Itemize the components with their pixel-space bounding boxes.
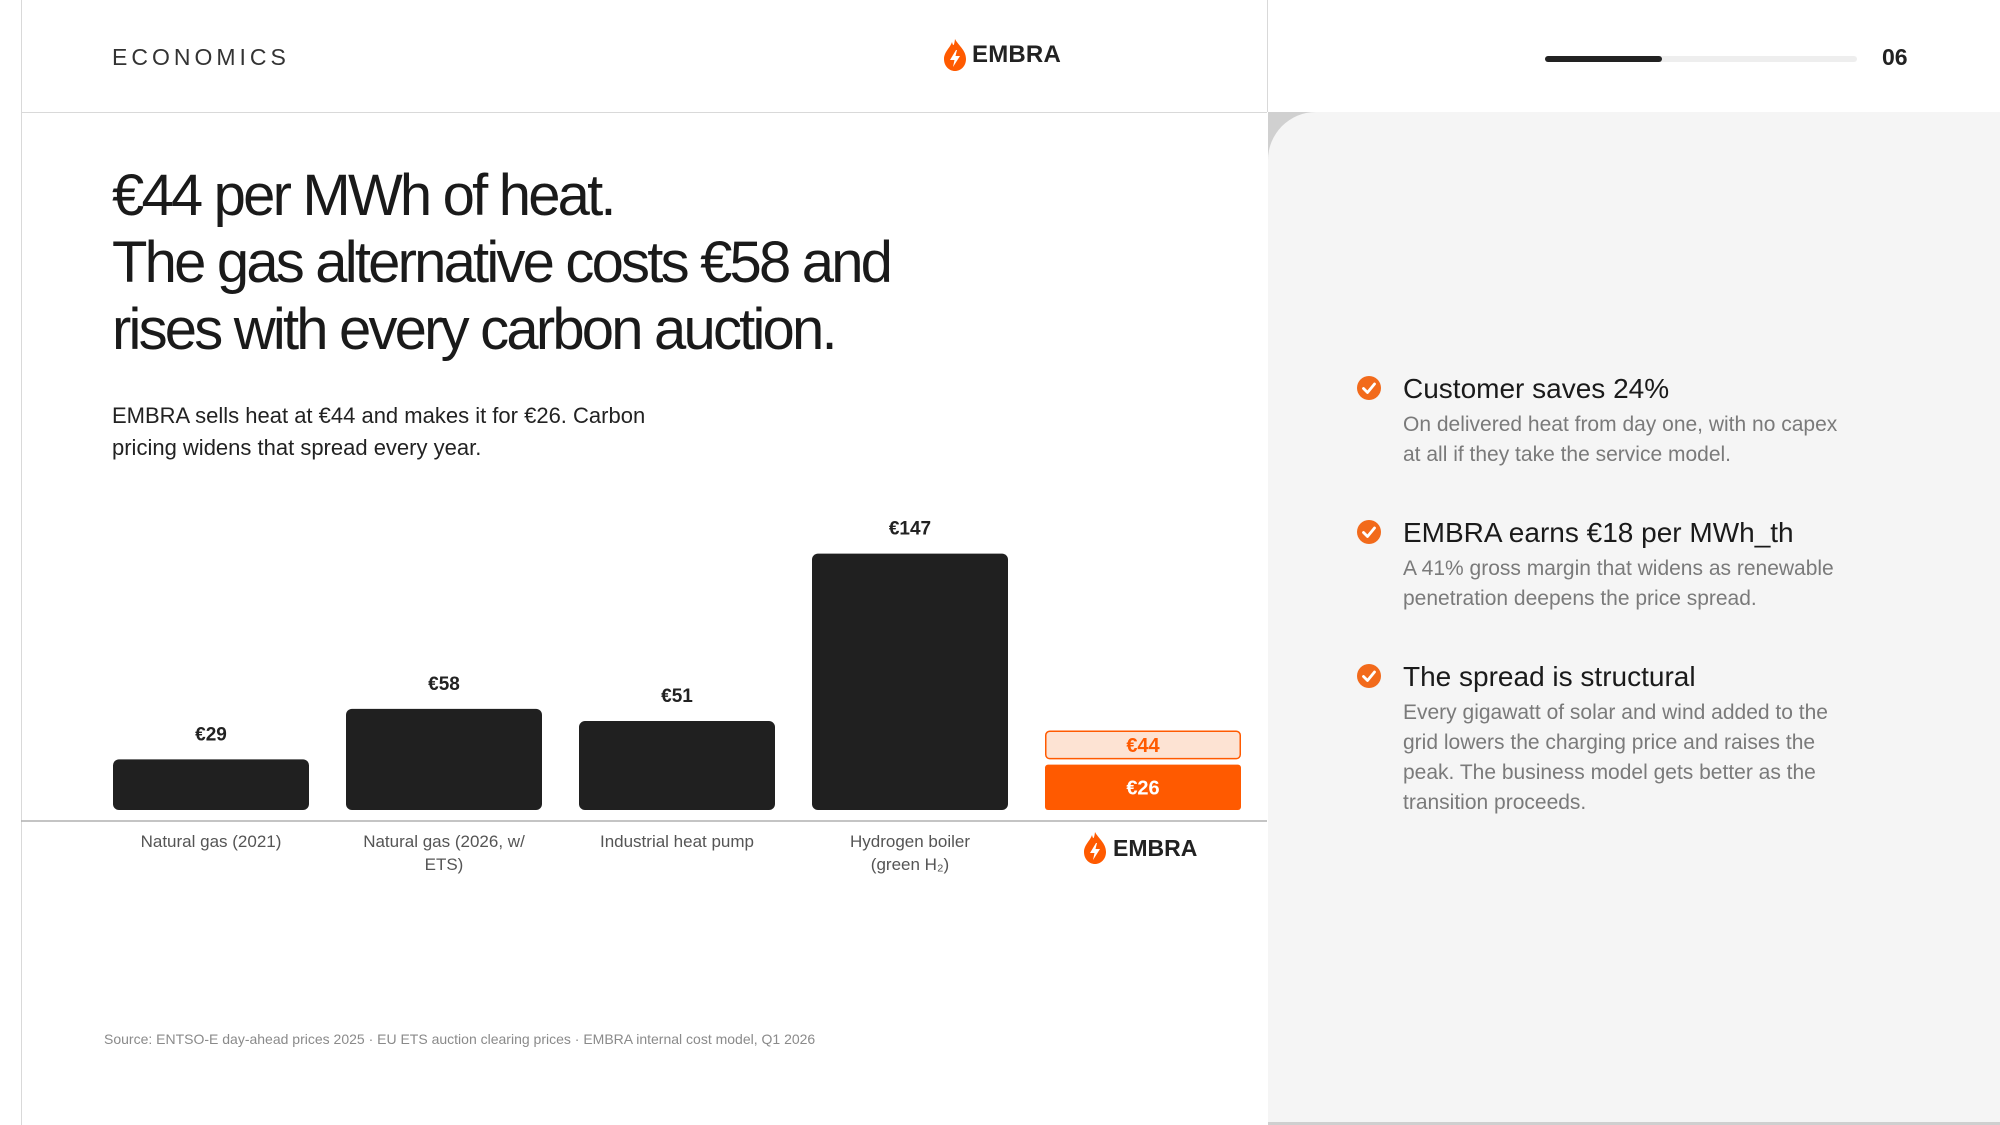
category-label-4: Hydrogen boiler bbox=[850, 832, 970, 851]
headline-line-3: rises with every carbon auction. bbox=[112, 297, 838, 362]
bar-4 bbox=[812, 553, 1008, 810]
check-circle-icon bbox=[1357, 520, 1381, 544]
key-point-body: Every gigawatt of solar and wind added t… bbox=[1403, 698, 1828, 818]
header-brand-logo: EMBRA bbox=[942, 38, 1061, 72]
value-label-1: €29 bbox=[195, 724, 227, 745]
page-number: 06 bbox=[1882, 44, 1908, 70]
value-label-embra-cost: €26 bbox=[1126, 777, 1159, 799]
header-brand-name: EMBRA bbox=[972, 41, 1061, 68]
key-point-body-line: at all if they take the service model. bbox=[1403, 443, 1731, 466]
bar-embra-price bbox=[1045, 730, 1241, 760]
category-label-embra: EMBRA bbox=[1113, 835, 1197, 861]
category-label-2: Natural gas (2026, w/ bbox=[363, 832, 525, 851]
header-bottom-line bbox=[21, 112, 1267, 113]
key-point-body-line: A 41% gross margin that widens as renewa… bbox=[1403, 557, 1834, 580]
cost-comparison-chart: €29 Natural gas (2021) €58 Natural gas (202… bbox=[21, 500, 1267, 900]
source-note: Source: ENTSO-E day-ahead prices 2025 · … bbox=[104, 1031, 816, 1047]
key-point-title: Customer saves 24% bbox=[1403, 373, 1670, 404]
category-label-2: ETS) bbox=[425, 855, 464, 874]
bar-embra-cost bbox=[1045, 764, 1241, 810]
value-label-3: €51 bbox=[661, 686, 693, 707]
check-circle-icon bbox=[1357, 664, 1381, 688]
headline: €44 per MWh of heat. The gas alternative… bbox=[112, 162, 1012, 363]
value-label-4: €147 bbox=[889, 519, 931, 540]
key-point-body-line: Every gigawatt of solar and wind added t… bbox=[1403, 701, 1828, 724]
key-point-spread-structural: The spread is structural Every gigawatt … bbox=[1355, 658, 1895, 818]
key-points-list: Customer saves 24% On delivered heat fro… bbox=[1355, 370, 1895, 862]
key-point-body-line: grid lowers the charging price and raise… bbox=[1403, 731, 1816, 754]
category-label-embra-logo: EMBRA bbox=[1084, 832, 1197, 864]
key-point-customer-saves: Customer saves 24% On delivered heat fro… bbox=[1355, 370, 1895, 470]
value-label-embra-price: €44 bbox=[1126, 735, 1160, 757]
lede-paragraph: EMBRA sells heat at €44 and makes it for… bbox=[112, 403, 646, 460]
chart-svg: €29 Natural gas (2021) €58 Natural gas (202… bbox=[21, 519, 1267, 874]
bar-3 bbox=[579, 721, 775, 810]
key-point-body: A 41% gross margin that widens as renewa… bbox=[1403, 554, 1834, 614]
key-point-body: On delivered heat from day one, with no … bbox=[1403, 410, 1837, 470]
key-point-title: EMBRA earns €18 per MWh_th bbox=[1403, 517, 1794, 548]
section-label: ECONOMICS bbox=[112, 44, 290, 70]
category-label-3: Industrial heat pump bbox=[600, 832, 754, 851]
headline-line-1: €44 per MWh of heat. bbox=[112, 163, 617, 228]
category-label-1: Natural gas (2021) bbox=[141, 832, 282, 851]
headline-line-2: The gas alternative costs €58 and bbox=[112, 230, 893, 295]
bar-2 bbox=[346, 708, 542, 810]
progress-bar bbox=[1545, 56, 1857, 62]
key-point-embra-earns: EMBRA earns €18 per MWh_th A 41% gross m… bbox=[1355, 514, 1895, 614]
key-point-body-line: On delivered heat from day one, with no … bbox=[1403, 413, 1838, 436]
flame-bolt-icon bbox=[944, 39, 966, 71]
bar-1 bbox=[113, 759, 309, 810]
key-point-body-line: penetration deepens the price spread. bbox=[1403, 587, 1757, 610]
right-panel bbox=[1268, 112, 2000, 1125]
key-point-body-line: transition proceeds. bbox=[1403, 791, 1587, 814]
key-point-title: The spread is structural bbox=[1403, 661, 1696, 692]
category-label-4: (green H₂) bbox=[871, 855, 949, 874]
key-point-body-line: peak. The business model gets better as … bbox=[1403, 761, 1816, 784]
check-circle-icon bbox=[1357, 376, 1381, 400]
progress-bar-fill bbox=[1545, 56, 1662, 62]
left-border-line bbox=[21, 0, 22, 1125]
right-panel-bottom-edge bbox=[1268, 1122, 2000, 1125]
header-divider bbox=[1267, 0, 1268, 112]
flame-bolt-glyph bbox=[1090, 843, 1100, 860]
value-label-2: €58 bbox=[428, 674, 460, 695]
